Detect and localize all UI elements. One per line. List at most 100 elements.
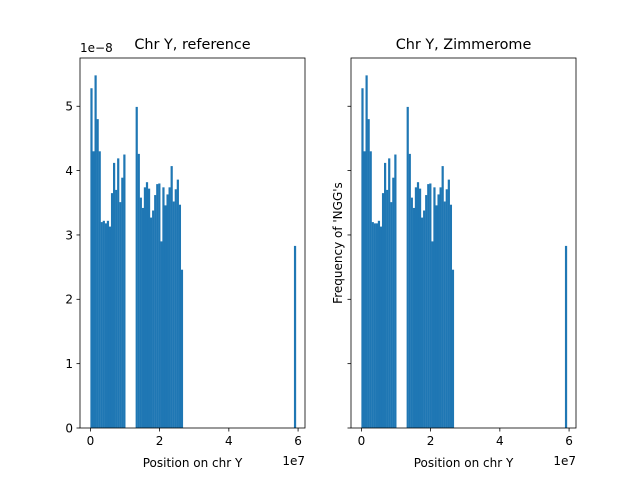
bar-zimmerome-25: [423, 210, 426, 428]
bar-reference-32: [166, 194, 169, 428]
bar-zimmerome-2: [365, 75, 368, 429]
bar-reference-33: [168, 187, 171, 428]
bar-zimmerome-8: [377, 220, 381, 428]
bar-zimmerome-39: [451, 269, 455, 428]
bar-reference-28: [158, 183, 161, 428]
bar-reference-8: [106, 220, 110, 428]
bar-zimmerome-24: [421, 217, 424, 428]
bar-reference-37: [176, 179, 179, 428]
y-tick-label-reference-1: 1: [65, 357, 73, 371]
bar-zimmerome-36: [445, 189, 448, 428]
bar-zimmerome-29: [431, 241, 434, 428]
bar-reference-22: [145, 182, 149, 428]
bar-reference-14: [119, 202, 122, 428]
x-offset-text-zimmerome: 1e7: [553, 454, 576, 468]
bar-zimmerome-21: [414, 187, 418, 428]
bar-zimmerome-37: [447, 179, 450, 428]
bar-reference-35: [172, 201, 175, 428]
bar-reference-13: [117, 158, 120, 428]
bar-zimmerome-27: [427, 184, 430, 428]
bar-zimmerome-13: [388, 158, 391, 428]
bar-reference-34: [170, 166, 173, 428]
bar-zimmerome-34: [441, 166, 444, 428]
y-tick-label-reference-3: 3: [65, 228, 73, 242]
bar-reference-21: [143, 187, 147, 428]
bar-zimmerome-5: [371, 222, 374, 428]
bar-reference-11: [113, 162, 116, 428]
bar-zimmerome-6: [373, 223, 376, 428]
bar-reference-16: [123, 154, 126, 428]
x-tick-label-zimmerome-0: 0: [358, 434, 366, 448]
bar-zimmerome-17: [406, 106, 409, 429]
y-tick-label-reference-4: 4: [65, 164, 73, 178]
x-axis-label-zimmerome: Position on chr Y: [414, 456, 514, 470]
bar-reference-27: [156, 184, 159, 428]
bar-zimmerome-11: [384, 162, 387, 428]
bar-reference-26: [154, 195, 157, 428]
bar-zimmerome-3: [367, 119, 370, 428]
bar-zimmerome-10: [381, 193, 385, 428]
bar-reference-24: [150, 217, 153, 428]
bar-zimmerome-38: [449, 204, 453, 428]
bar-reference-19: [139, 197, 142, 428]
bar-zimmerome-9: [379, 226, 383, 428]
x-tick-label-reference-2: 4: [225, 434, 233, 448]
bar-zimmerome-19: [410, 197, 413, 428]
bar-zimmerome-44: [564, 245, 568, 428]
bar-zimmerome-26: [425, 195, 428, 428]
bar-zimmerome-15: [392, 177, 395, 428]
x-tick-label-reference-1: 2: [156, 434, 164, 448]
bar-zimmerome-23: [418, 188, 422, 428]
y-tick-label-reference-2: 2: [65, 293, 73, 307]
bar-reference-2: [94, 75, 97, 429]
bar-reference-44: [293, 245, 297, 428]
chart-title-zimmerome: Chr Y, Zimmerome: [396, 37, 532, 53]
bar-zimmerome-30: [433, 187, 436, 428]
bar-zimmerome-22: [416, 182, 420, 428]
bar-zimmerome-1: [363, 151, 366, 429]
bar-reference-25: [152, 210, 155, 428]
bar-zimmerome-12: [386, 189, 389, 428]
y-ticks-zimmerome: [347, 105, 351, 429]
bar-reference-23: [147, 188, 151, 428]
bar-reference-1: [92, 151, 95, 429]
bar-reference-36: [174, 189, 177, 428]
bar-reference-29: [160, 241, 163, 428]
bar-reference-17: [135, 106, 138, 429]
bar-zimmerome-16: [394, 154, 397, 428]
x-axis-label-reference: Position on chr Y: [143, 456, 243, 470]
y-tick-label-reference-5: 5: [65, 100, 73, 114]
bars-zimmerome: [361, 75, 568, 429]
x-tick-label-zimmerome-1: 2: [427, 434, 435, 448]
bar-reference-39: [180, 269, 184, 428]
y-offset-text-reference: 1e−8: [80, 41, 113, 55]
bar-reference-4: [98, 151, 101, 429]
x-tick-label-reference-3: 6: [294, 434, 302, 448]
bar-zimmerome-14: [390, 202, 393, 428]
y-axis-label-zimmerome: Frequency of 'NGG's: [331, 182, 345, 304]
bar-zimmerome-32: [437, 194, 440, 428]
bar-zimmerome-33: [439, 187, 442, 428]
bar-reference-38: [178, 204, 182, 428]
bar-reference-3: [96, 119, 99, 428]
bar-reference-30: [162, 187, 165, 428]
bar-reference-7: [104, 223, 107, 428]
subplot-reference: 0 2 4 6 0 1 2 3 4 5 Chr Y, reference Position on…: [65, 37, 306, 470]
bar-zimmerome-18: [408, 153, 411, 428]
bar-zimmerome-4: [369, 151, 372, 429]
x-tick-label-zimmerome-3: 6: [565, 434, 573, 448]
bar-reference-31: [164, 205, 167, 428]
x-ticks-zimmerome: 0 2 4 6: [358, 428, 573, 448]
bar-zimmerome-20: [412, 207, 415, 428]
bars-reference: [90, 75, 297, 429]
x-ticks-reference: 0 2 4 6: [87, 428, 302, 448]
bar-reference-5: [100, 222, 103, 428]
y-tick-label-reference-0: 0: [65, 421, 73, 435]
chart-title-reference: Chr Y, reference: [134, 37, 250, 53]
bar-reference-12: [115, 189, 118, 428]
bar-reference-0: [90, 88, 93, 429]
bar-reference-15: [121, 177, 124, 428]
x-tick-label-reference-0: 0: [87, 434, 95, 448]
